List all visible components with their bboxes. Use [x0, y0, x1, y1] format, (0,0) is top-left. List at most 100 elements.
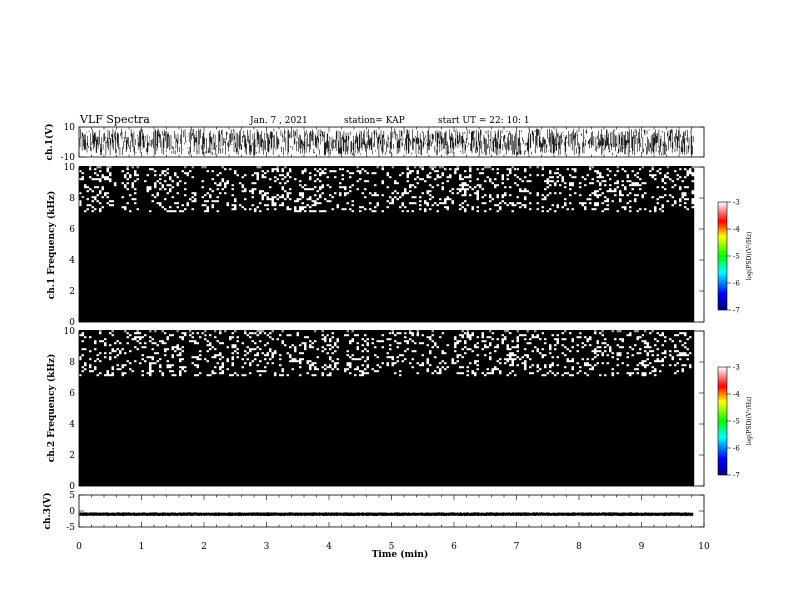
ch1-spec-cell: [134, 300, 137, 302]
ch1-spec-cell: [122, 316, 125, 318]
ch1-spec-cell: [137, 258, 140, 260]
ch1-spec-cell: [112, 280, 115, 282]
ch1-spec-cell: [97, 294, 100, 296]
ch1-spec-cell: [124, 272, 127, 274]
ch1-spec-cell: [99, 302, 102, 304]
ch1-spec-cell: [107, 198, 110, 200]
ch1-spec-cell: [137, 284, 140, 286]
ch1-spec-cell: [129, 302, 132, 304]
ch1-spec-cell: [97, 192, 100, 194]
ch1-spec-cell: [104, 244, 107, 246]
ch1-spec-cell: [102, 240, 105, 242]
ch1-spec-cell: [84, 176, 87, 178]
ch1-spec-cell: [107, 306, 110, 308]
ch1-spec-cell: [92, 216, 95, 218]
ch1-spec-cell: [102, 284, 105, 286]
ch1-spec-cell: [134, 258, 137, 260]
ch1-spec-cell: [107, 256, 110, 258]
ch1-spec-cell: [117, 256, 120, 258]
ch1-spec-cell: [82, 306, 85, 308]
ch1-spec-cell: [109, 250, 112, 252]
ch1-spec-cell: [107, 254, 110, 256]
ch1-spec-cell: [139, 294, 142, 296]
ch1-spec-cell: [79, 284, 82, 286]
ch1-spec-cell: [97, 212, 100, 214]
ch1-spec-cell: [117, 218, 120, 220]
ch1-spec-cell: [82, 294, 85, 296]
ch1-spec-cell: [127, 258, 130, 260]
ch1-spec-cell: [124, 310, 127, 312]
ch1-spec-cell: [79, 270, 82, 272]
ch1-spec-cell: [109, 264, 112, 266]
ch1-spec-cell: [127, 304, 130, 306]
ch1-spec-cell: [89, 184, 92, 186]
ch1-spec-cell: [127, 212, 130, 214]
ch1-spec-cell: [97, 284, 100, 286]
ch1-spec-cell: [122, 206, 125, 208]
ch1-spec-cell: [114, 278, 117, 280]
ch1-spec-cell: [89, 280, 92, 282]
ch1-spec-cell: [104, 310, 107, 312]
ch1-spec-cell: [127, 298, 130, 300]
ch1-spec-cell: [124, 192, 127, 194]
ch1-spec-cell: [104, 180, 107, 182]
ch1-spec-cell: [119, 292, 122, 294]
ch1-spec-cell: [82, 216, 85, 218]
ch1-spec-cell: [92, 174, 95, 176]
ch1-spec-cell: [102, 256, 105, 258]
ch1-spec-cell: [92, 264, 95, 266]
ch1-spec-cell: [104, 248, 107, 250]
ch1-spec-cell: [129, 214, 132, 216]
ch1-spec-cell: [87, 176, 90, 178]
ch1-spec-cell: [104, 240, 107, 242]
ch1-spec-cell: [139, 194, 142, 196]
ch1-spec-cell: [94, 186, 97, 188]
ch1-spec-cell: [94, 222, 97, 224]
ch1-spec-cell: [82, 214, 85, 216]
ch1-spec-cell: [132, 206, 135, 208]
ch1-spec-cell: [89, 268, 92, 270]
ch1-spec-cell: [124, 298, 127, 300]
ch1-spec-cell: [119, 180, 122, 182]
ch1-spec-cell: [104, 268, 107, 270]
ch1-spec-cell: [92, 244, 95, 246]
ch1-spec-cell: [137, 318, 140, 320]
ch1-spec-cell: [114, 312, 117, 314]
ch1-spec-cell: [79, 190, 82, 192]
ch1-spec-cell: [99, 258, 102, 260]
ch1-spec-cell: [99, 168, 102, 170]
ch1-spec-cell: [82, 170, 85, 172]
ch1-spec-cell: [92, 168, 95, 170]
ch1-spec-cell: [104, 284, 107, 286]
ch1-spec-cell: [112, 170, 115, 172]
ch1-spec-cell: [84, 302, 87, 304]
ch1-spec-cell: [84, 262, 87, 264]
ch1-spec-cell: [87, 248, 90, 250]
ch1-spec-cell: [112, 200, 115, 202]
ch1-spec-cell: [97, 278, 100, 280]
ch1-spec-cell: [117, 188, 120, 190]
ch1-spec-cell: [124, 282, 127, 284]
ch1-spec-cell: [117, 260, 120, 262]
ch1-spec-cell: [104, 266, 107, 268]
ch1-spec-cell: [122, 314, 125, 316]
ch1-spec-cell: [129, 314, 132, 316]
ch1-spec-cell: [112, 236, 115, 238]
ch1-spec-cell: [104, 224, 107, 226]
ch1-spec-cell: [137, 182, 140, 184]
ch1-spec-cell: [109, 248, 112, 250]
ch1-spec-cell: [104, 182, 107, 184]
ch1-spec-cell: [129, 248, 132, 250]
ch1-spec-cell: [127, 242, 130, 244]
ch1-spec-cell: [134, 272, 137, 274]
ch1-spec-cell: [84, 276, 87, 278]
ch1-spec-cell: [102, 270, 105, 272]
figure-title: VLF Spectra: [79, 113, 150, 126]
ch1-spec-cell: [112, 178, 115, 180]
ch1-spec-cell: [99, 250, 102, 252]
ch1-spec-cell: [134, 216, 137, 218]
ch1-spec-cell: [87, 210, 90, 212]
ch1-spec-cell: [94, 284, 97, 286]
ch1-spec-cell: [142, 318, 145, 320]
ch1-spec-cell: [137, 210, 140, 212]
